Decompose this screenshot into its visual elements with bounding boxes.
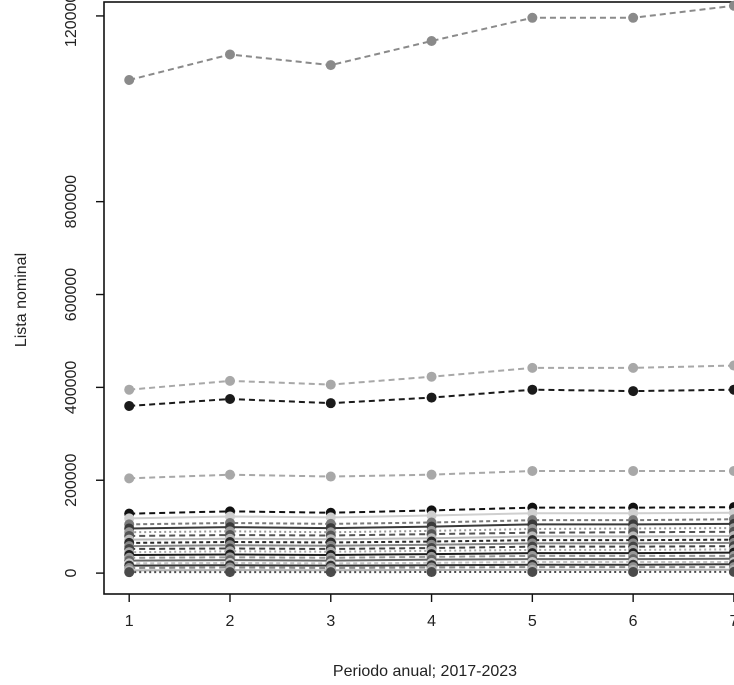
x-tick-label: 5: [528, 613, 537, 630]
data-point: [224, 567, 235, 578]
y-tick-label: 800000: [63, 175, 80, 228]
data-point: [224, 469, 235, 480]
data-point: [527, 12, 538, 23]
data-point: [124, 473, 135, 484]
data-point: [527, 384, 538, 395]
data-point: [426, 36, 437, 47]
data-point: [628, 12, 639, 23]
data-point: [224, 49, 235, 60]
series-1: [124, 0, 734, 86]
y-tick-label: 400000: [63, 361, 80, 414]
data-point: [325, 567, 336, 578]
data-point: [728, 465, 734, 476]
x-tick-label: 4: [427, 613, 436, 630]
x-tick-label: 2: [226, 613, 235, 630]
series-4: [124, 465, 734, 484]
data-point: [124, 75, 135, 86]
data-point: [426, 392, 437, 403]
data-point: [325, 60, 336, 71]
data-point: [527, 362, 538, 373]
x-tick-label: 3: [326, 613, 335, 630]
data-point: [628, 386, 639, 397]
x-tick-label: 1: [125, 613, 134, 630]
data-point: [426, 510, 437, 521]
series-23: [124, 566, 734, 578]
series-2: [124, 360, 734, 395]
series-layer: [124, 0, 734, 578]
data-point: [224, 375, 235, 386]
data-point: [527, 508, 538, 519]
data-point: [325, 379, 336, 390]
data-point: [224, 393, 235, 404]
y-tick-label: 200000: [63, 453, 80, 506]
data-point: [527, 566, 538, 577]
data-point: [325, 398, 336, 409]
data-point: [628, 362, 639, 373]
x-axis-title: Periodo anual; 2017-2023: [333, 663, 517, 680]
data-point: [527, 465, 538, 476]
data-point: [728, 0, 734, 11]
data-point: [426, 469, 437, 480]
axes-layer: 1 2 3 4 5 6 7 0 200000 400000 600000 800000 1200000: [63, 0, 734, 630]
data-point: [124, 400, 135, 411]
data-point: [325, 471, 336, 482]
y-tick-label: 1200000: [63, 0, 80, 47]
data-point: [628, 566, 639, 577]
data-point: [426, 371, 437, 382]
data-point: [628, 508, 639, 519]
data-point: [728, 566, 734, 577]
x-tick-label: 7: [729, 613, 734, 630]
y-tick-label: 600000: [63, 268, 80, 321]
data-point: [728, 384, 734, 395]
x-tick-label: 6: [629, 613, 638, 630]
y-axis-title: Lista nominal: [13, 253, 30, 347]
data-point: [124, 567, 135, 578]
data-point: [124, 384, 135, 395]
data-point: [426, 567, 437, 578]
data-point: [728, 360, 734, 371]
y-tick-label: 0: [63, 569, 80, 578]
series-3: [124, 384, 734, 411]
plot-frame: [103, 1, 734, 595]
data-point: [628, 465, 639, 476]
